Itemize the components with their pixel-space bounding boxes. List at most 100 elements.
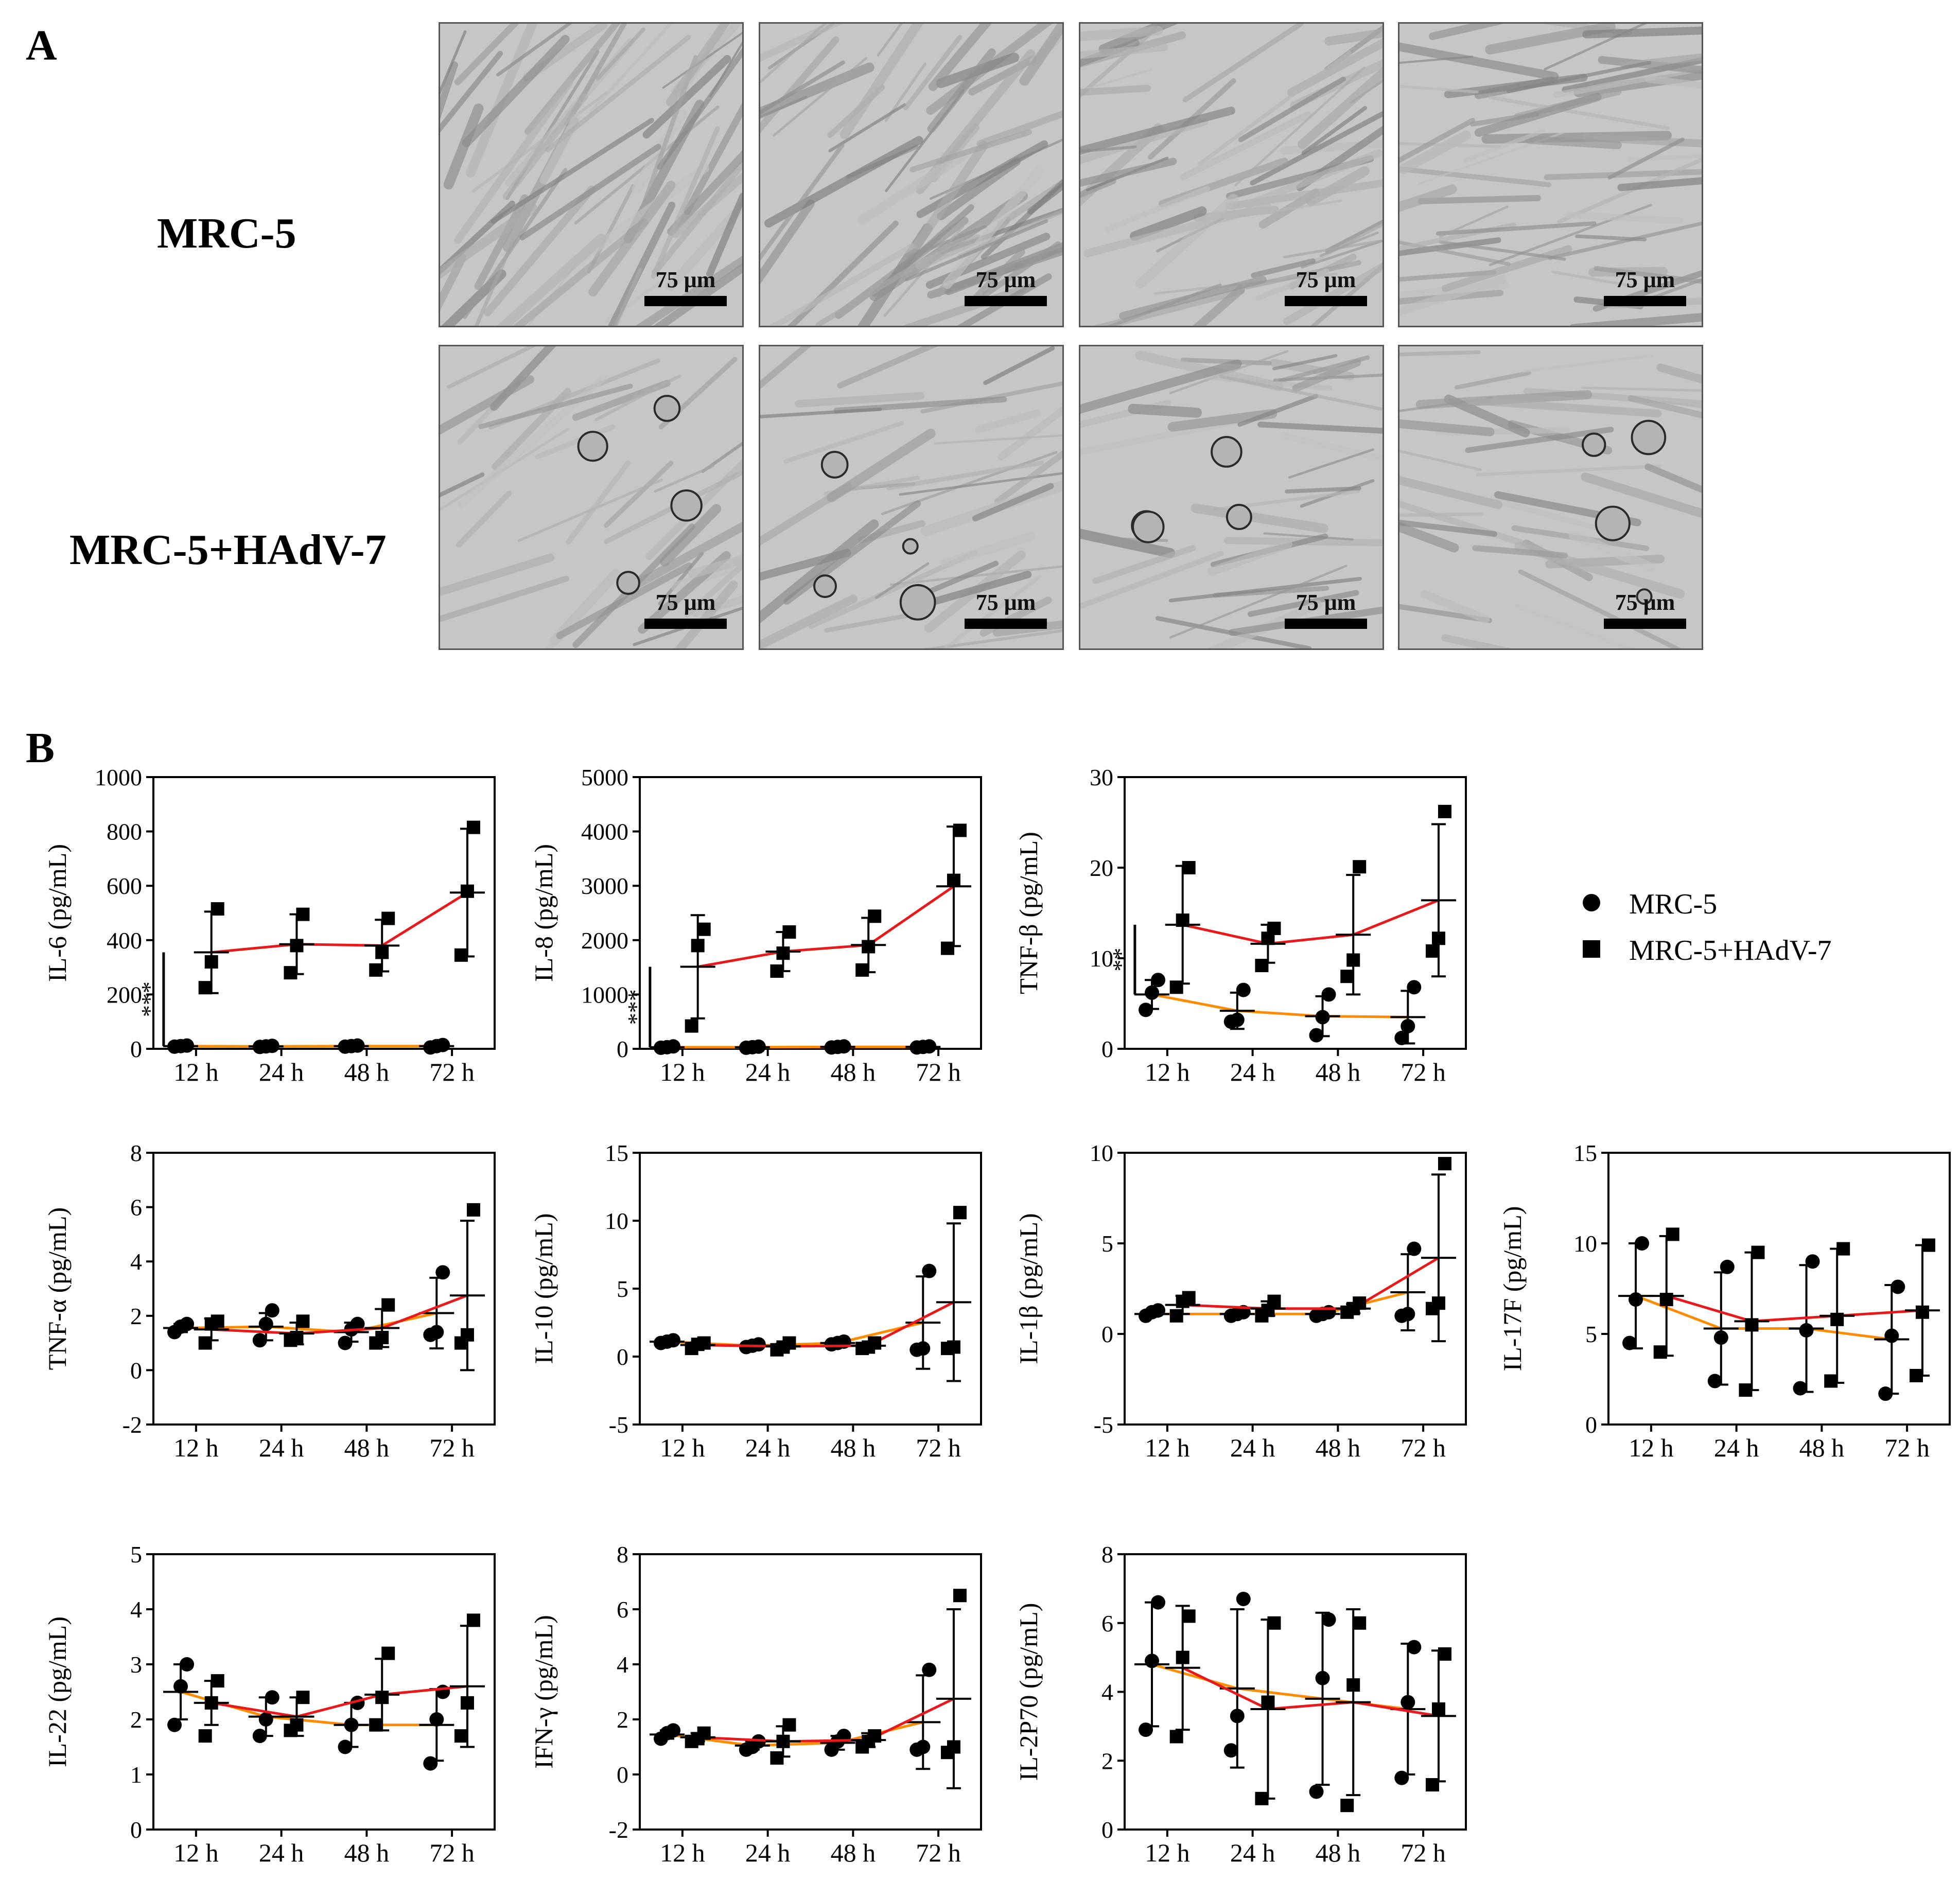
x-tick-label: 72 h <box>429 1058 475 1086</box>
cell-shape <box>783 500 921 605</box>
data-point-square <box>375 945 389 959</box>
cell-shape <box>684 102 742 215</box>
series-hadv7 <box>194 820 485 995</box>
y-tick-label: 3000 <box>581 873 628 899</box>
series-mrc5 <box>650 1662 941 1770</box>
chart-3: 0 10 20 30 12 h 24 h 48 h 72 h TNF-β (pg/mL) ** <box>975 762 1497 1118</box>
cell-shape <box>1439 205 1509 238</box>
data-point-circle <box>1315 1010 1330 1025</box>
series-mrc5 <box>1134 1241 1426 1331</box>
cell-shape <box>545 34 691 152</box>
cell-shape <box>1617 177 1702 191</box>
cell-shape <box>972 483 1054 522</box>
data-point-circle <box>338 1335 353 1350</box>
data-point-square <box>782 1718 796 1732</box>
cell-shape <box>636 255 742 326</box>
cell-shape <box>983 346 1055 385</box>
cell-shape <box>653 263 742 326</box>
y-tick-label: 30 <box>1090 764 1113 790</box>
x-tick-label: 12 h <box>1145 1433 1190 1462</box>
data-point-circle <box>1891 1279 1905 1294</box>
data-point-circle <box>1793 1381 1808 1396</box>
x-tick-label: 48 h <box>831 1838 876 1867</box>
data-point-circle <box>265 1303 279 1318</box>
cell-shape <box>760 36 839 133</box>
data-point-square <box>1830 1312 1844 1326</box>
cell-shape <box>760 143 845 261</box>
cell-shape <box>1250 111 1382 186</box>
cell-shape <box>839 24 924 139</box>
rounded-cell <box>1631 419 1667 455</box>
cell-shape <box>1128 403 1202 418</box>
cell-shape <box>783 420 904 464</box>
y-axis-label: TNF-β (pg/mL) <box>1014 832 1043 994</box>
data-point-circle <box>252 1333 267 1348</box>
data-point-circle <box>1407 1640 1422 1655</box>
y-tick-label: 10 <box>1090 945 1113 972</box>
series-hadv7 <box>194 1203 485 1372</box>
cell-shape <box>967 248 1025 307</box>
cell-shape <box>1581 386 1702 392</box>
data-point-circle <box>1401 1695 1415 1710</box>
y-axis-label: IFN-γ (pg/mL) <box>529 1615 558 1768</box>
data-point-circle <box>1309 1028 1324 1043</box>
micrograph-mrc5-3: 75 μm <box>1079 22 1384 327</box>
circle-marker-icon <box>1583 894 1600 911</box>
cell-shape <box>1245 260 1361 290</box>
cell-shape <box>1272 354 1338 371</box>
x-tick-label: 48 h <box>344 1838 390 1867</box>
data-point-circle <box>751 1039 766 1054</box>
data-point-square <box>697 922 711 936</box>
data-point-square <box>369 963 383 977</box>
mean-line <box>1182 1666 1439 1717</box>
y-tick-label: 4000 <box>581 819 628 845</box>
data-point-square <box>1438 804 1451 818</box>
data-point-square <box>198 981 212 995</box>
data-point-circle <box>916 1739 931 1754</box>
mean-line <box>1635 1294 1892 1341</box>
cell-shape <box>976 110 1062 147</box>
chart-10: 0 2 4 6 8 12 h 24 h 48 h 72 h IL-2P70 (pg/mL) <box>975 1539 1497 1899</box>
rounded-cell <box>653 395 681 422</box>
data-point-circle <box>1407 1241 1422 1256</box>
plot-frame <box>1607 1152 1951 1426</box>
data-point-square <box>947 873 960 887</box>
cell-shape <box>440 575 569 622</box>
rounded-cell <box>1132 511 1165 543</box>
data-point-square <box>211 1314 224 1328</box>
data-point-square <box>770 964 784 978</box>
y-tick-label: 0 <box>617 1344 628 1370</box>
cell-shape <box>1645 76 1702 89</box>
data-point-square <box>454 1729 468 1743</box>
cell-shape <box>440 50 503 133</box>
data-point-square <box>1353 1616 1367 1630</box>
cell-shape <box>1399 166 1551 187</box>
cell-texture <box>1080 24 1382 326</box>
data-point-circle <box>1230 1012 1245 1027</box>
data-point-circle <box>1236 1591 1251 1606</box>
cell-shape <box>828 103 906 152</box>
cell-shape <box>1168 576 1362 603</box>
cell-shape <box>903 34 962 110</box>
cell-shape <box>1399 476 1502 509</box>
scale-bar-label: 75 μm <box>655 267 716 292</box>
micrograph-mrc5-4: 75 μm <box>1398 22 1703 327</box>
data-point-square <box>862 940 876 954</box>
rounded-cell <box>820 451 849 479</box>
data-point-circle <box>423 1756 438 1771</box>
cell-shape <box>1399 449 1482 471</box>
y-tick-label: 0 <box>1101 1321 1113 1347</box>
cell-shape <box>1399 84 1479 94</box>
y-tick-label: 4 <box>617 1651 628 1678</box>
data-point-square <box>1751 1245 1765 1259</box>
y-tick-label: 2 <box>130 1303 142 1329</box>
chart-6: -5 0 5 10 12 h 24 h 48 h 72 h IL-1β (pg/mL) <box>975 1137 1497 1494</box>
cell-shape <box>1080 157 1177 187</box>
y-tick-label: 0 <box>130 1036 142 1062</box>
data-point-circle <box>1309 1784 1324 1799</box>
plot-frame <box>1124 776 1467 1050</box>
series-mrc5 <box>1134 973 1426 1045</box>
cell-shape <box>1569 313 1702 326</box>
y-tick-label: 10 <box>1573 1230 1597 1257</box>
y-tick-label: -2 <box>122 1412 142 1438</box>
